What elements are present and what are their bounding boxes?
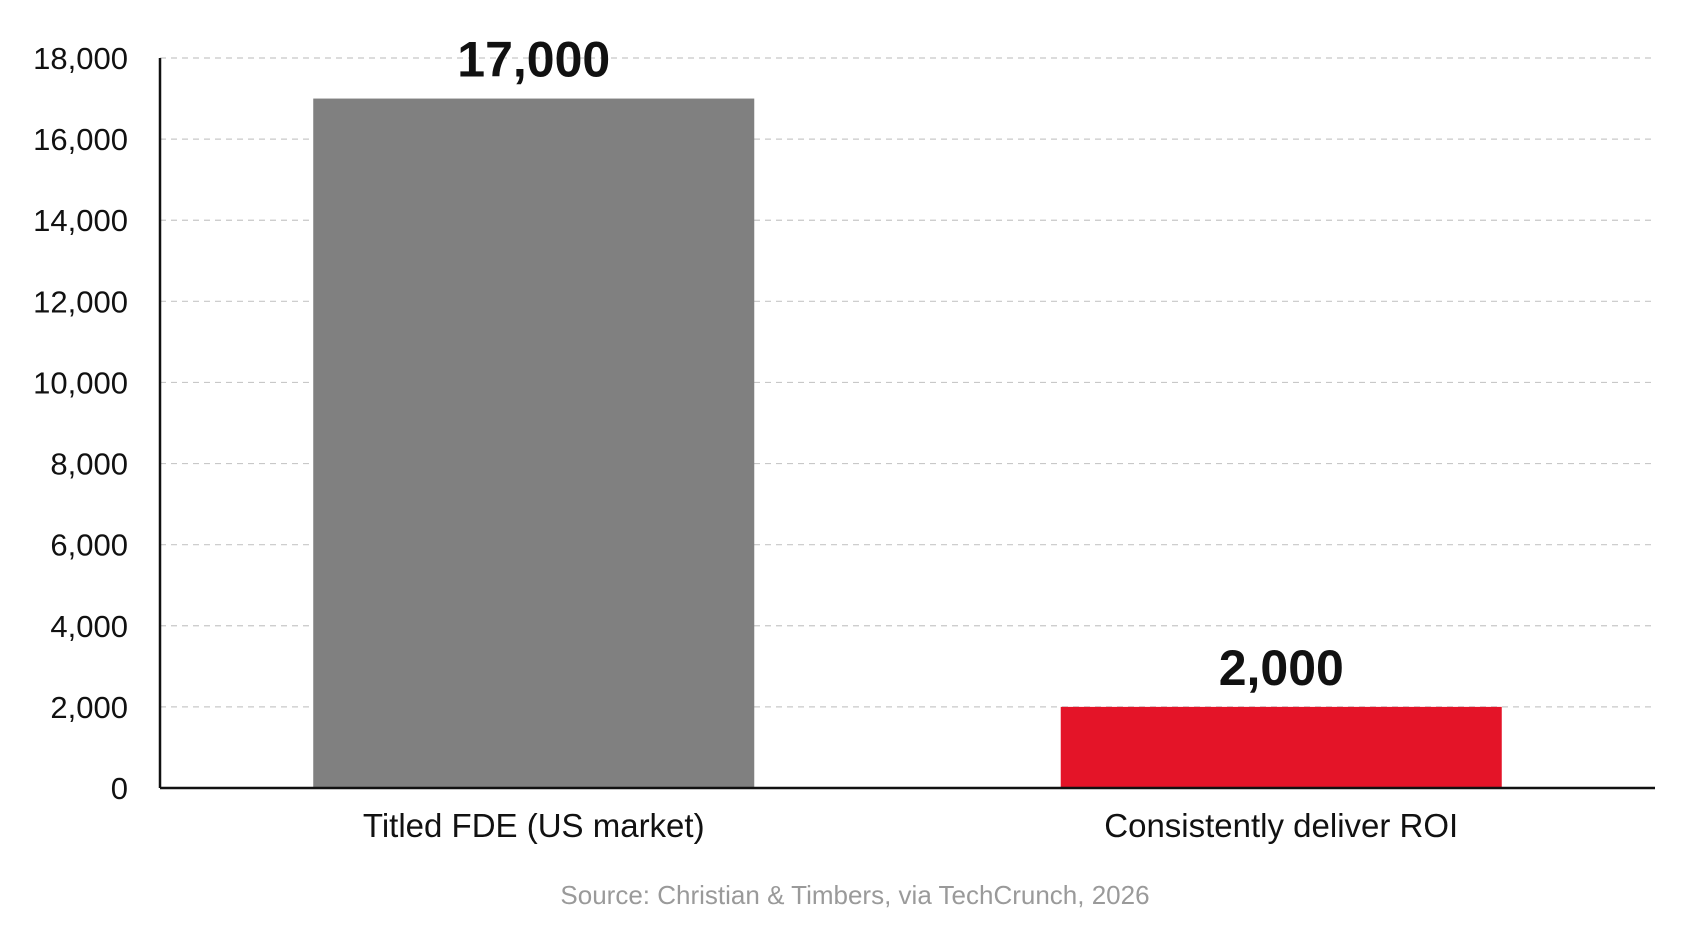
y-tick-label: 0 [111,771,128,806]
x-tick-label: Titled FDE (US market) [363,807,705,844]
axes [158,58,1655,790]
bar [313,98,755,789]
y-tick-label: 18,000 [33,41,128,76]
data-label: 17,000 [457,32,610,88]
bars [313,98,1502,789]
x-tick-label: Consistently deliver ROI [1104,807,1458,844]
source-note: Source: Christian & Timbers, via TechCru… [560,880,1149,910]
x-axis-ticks: Titled FDE (US market) Consistently deliv… [363,807,1458,844]
y-tick-label: 14,000 [33,203,128,238]
y-axis-ticks: 0 2,000 4,000 6,000 8,000 10,000 12,000 14,000 1… [33,41,128,806]
y-tick-label: 8,000 [50,447,128,482]
bar [1060,706,1502,788]
data-label: 2,000 [1219,640,1344,696]
y-tick-label: 12,000 [33,284,128,319]
y-tick-label: 10,000 [33,365,128,400]
data-labels: 17,000 2,000 [457,32,1344,696]
y-tick-label: 4,000 [50,609,128,644]
y-tick-label: 6,000 [50,528,128,563]
y-tick-label: 16,000 [33,122,128,157]
y-tick-label: 2,000 [50,690,128,725]
